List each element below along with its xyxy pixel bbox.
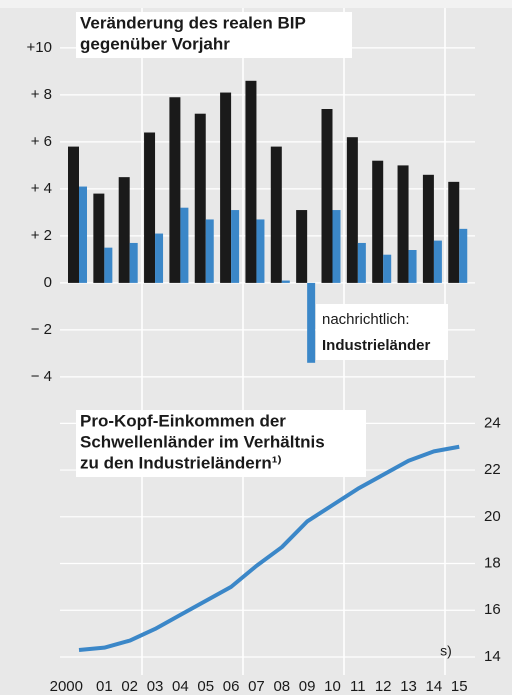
x-tick-label: 04 <box>172 678 189 695</box>
labels: +10 + 8 + 6 + 4 + 2 0 − 2 − 4 2000 01 02 03 04 05 06 07… <box>27 12 501 695</box>
bar <box>346 137 358 283</box>
bar <box>220 92 232 283</box>
x-tick-label: 08 <box>273 678 290 695</box>
bar <box>321 109 333 283</box>
chart-title: zu den Industrieländern¹⁾ <box>80 453 282 472</box>
bar <box>397 165 409 283</box>
x-tick-label: 07 <box>248 678 265 695</box>
y-tick-label: 0 <box>44 274 52 291</box>
y-tick-label: + 8 <box>31 86 52 103</box>
bar <box>281 280 290 283</box>
bar <box>79 186 87 283</box>
x-tick-label: 13 <box>400 678 417 695</box>
y-tick-label: − 4 <box>31 368 52 385</box>
chart-title: Schwellenländer im Verhältnis <box>80 432 325 451</box>
bar <box>118 177 130 283</box>
x-tick-label: 11 <box>350 678 366 695</box>
bar <box>383 254 392 283</box>
y2-tick-label: 24 <box>484 414 501 431</box>
x-tick-label: 14 <box>426 678 443 695</box>
bar <box>169 97 181 283</box>
x-tick-label: 2000 <box>50 678 83 695</box>
bar <box>296 210 308 283</box>
bar <box>68 146 79 283</box>
title-box <box>76 12 352 58</box>
y2-tick-label: 16 <box>484 601 501 618</box>
x-tick-label: 06 <box>223 678 240 695</box>
bar <box>372 160 384 283</box>
top-band <box>0 0 512 8</box>
x-tick-label: 12 <box>375 678 392 695</box>
bar <box>245 80 257 283</box>
legend-box <box>316 304 448 360</box>
y-tick-label: + 6 <box>31 133 52 150</box>
y2-tick-label: 22 <box>484 461 501 478</box>
bar <box>93 193 105 283</box>
legend-label: Industrieländer <box>322 337 431 354</box>
bar <box>180 207 189 283</box>
bar <box>129 242 138 283</box>
chart-title: Veränderung des realen BIP <box>80 13 306 32</box>
y-tick-label: + 4 <box>31 180 52 197</box>
bar <box>332 210 341 283</box>
chart-title: gegenüber Vorjahr <box>80 34 230 53</box>
bar <box>357 242 366 283</box>
x-tick-label: 05 <box>197 678 214 695</box>
bar <box>307 282 316 363</box>
title-box <box>76 410 366 477</box>
y2-tick-label: 14 <box>484 648 501 665</box>
bar <box>433 240 442 283</box>
x-tick-label: 15 <box>451 678 468 695</box>
marks <box>68 80 468 652</box>
x-tick-label: 10 <box>324 678 341 695</box>
bar <box>256 219 265 283</box>
line <box>78 444 460 652</box>
x-tick-label: 01 <box>96 678 113 695</box>
bar <box>422 174 434 283</box>
bar <box>408 250 417 283</box>
x-tick-label: 03 <box>147 678 164 695</box>
x-tick-label: 02 <box>121 678 138 695</box>
bar <box>155 233 164 283</box>
y-tick-label: − 2 <box>31 321 52 338</box>
legend-note: nachrichtlich: <box>322 311 410 328</box>
bar <box>144 132 156 283</box>
x-tick-label: 09 <box>299 678 316 695</box>
annotation: s) <box>440 643 452 659</box>
bar <box>448 181 460 283</box>
bar <box>104 247 113 283</box>
chart-title: Pro-Kopf-Einkommen der <box>80 411 286 430</box>
bar <box>205 219 214 283</box>
bar <box>231 210 240 283</box>
y-tick-label: +10 <box>27 39 52 56</box>
bar <box>459 228 468 283</box>
bar <box>270 146 282 283</box>
y2-tick-label: 18 <box>484 555 501 572</box>
bar <box>194 113 206 283</box>
y2-tick-label: 20 <box>484 508 501 525</box>
y-tick-label: + 2 <box>31 227 52 244</box>
